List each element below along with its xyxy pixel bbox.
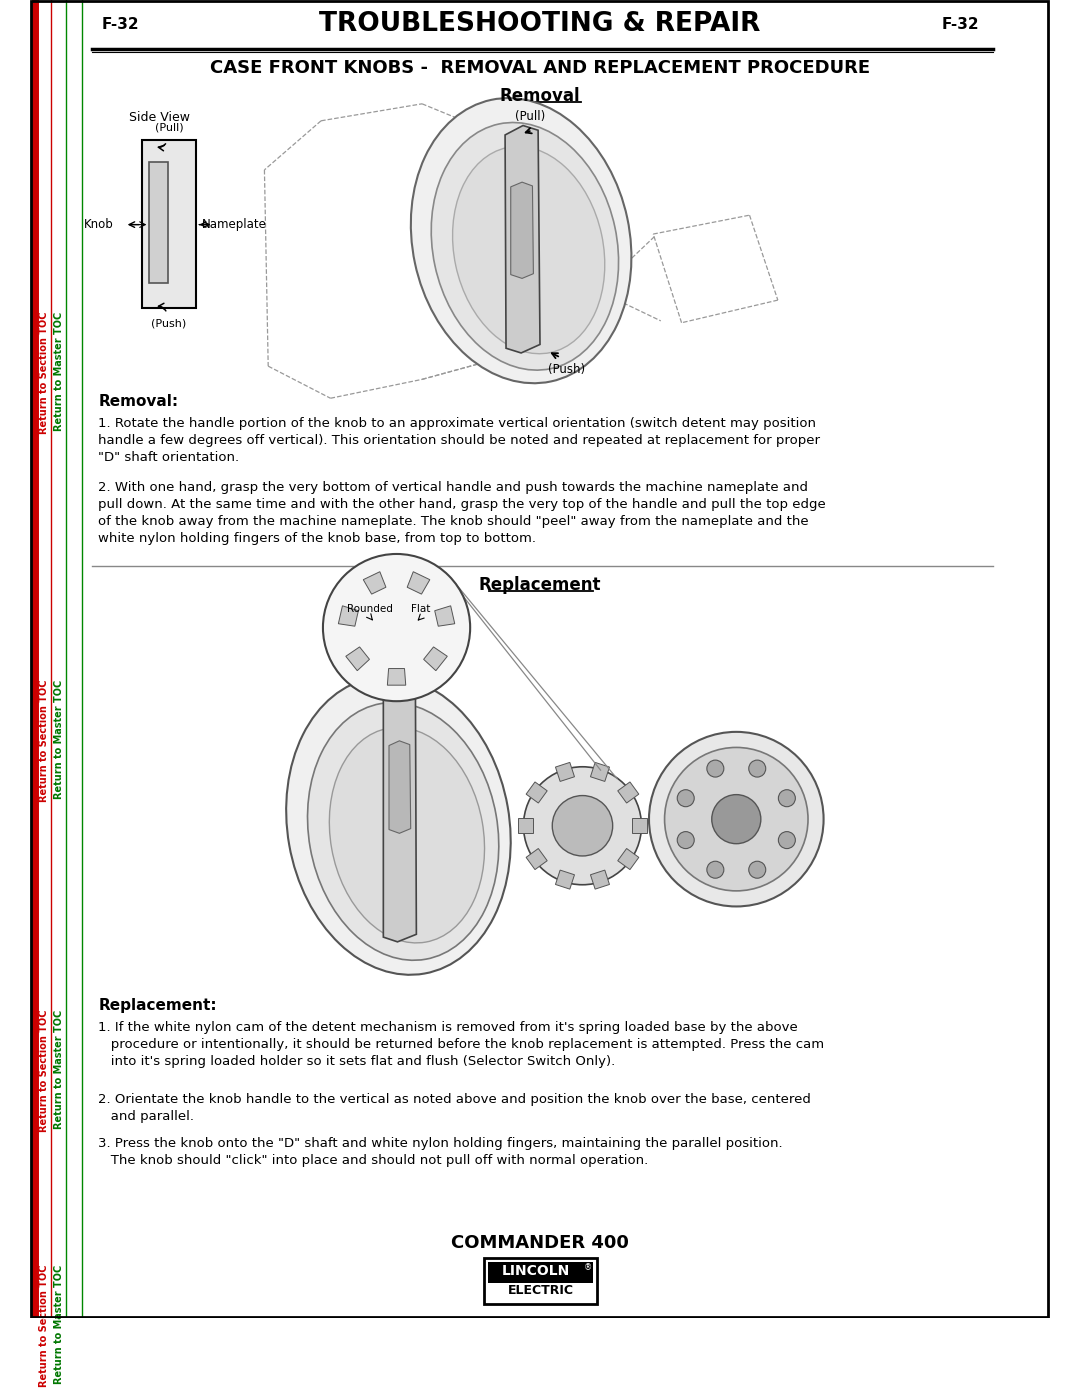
Text: Removal: Removal [500,87,580,105]
Text: Side View: Side View [130,112,190,124]
Text: Replacement:: Replacement: [98,999,217,1013]
Text: Return to Master TOC: Return to Master TOC [54,1010,64,1129]
Ellipse shape [431,123,619,370]
Text: Return to Section TOC: Return to Section TOC [39,312,49,434]
FancyBboxPatch shape [484,1257,596,1305]
Ellipse shape [329,728,485,943]
Circle shape [552,795,612,856]
Polygon shape [591,870,609,888]
Ellipse shape [308,703,499,960]
Circle shape [706,861,724,879]
Circle shape [712,795,760,844]
Polygon shape [338,606,359,626]
Polygon shape [518,819,534,834]
Polygon shape [407,571,430,594]
Text: Return to Section TOC: Return to Section TOC [39,679,49,802]
Text: Removal:: Removal: [98,394,178,409]
Text: F-32: F-32 [941,17,978,32]
Polygon shape [505,126,540,353]
Text: Replacement: Replacement [478,576,602,594]
Text: 1. If the white nylon cam of the detent mechanism is removed from it's spring lo: 1. If the white nylon cam of the detent … [98,1021,824,1069]
Polygon shape [591,763,609,781]
Polygon shape [618,848,639,869]
Text: 2. With one hand, grasp the very bottom of vertical handle and push towards the : 2. With one hand, grasp the very bottom … [98,482,826,545]
Polygon shape [388,669,406,685]
Text: CASE FRONT KNOBS -  REMOVAL AND REPLACEMENT PROCEDURE: CASE FRONT KNOBS - REMOVAL AND REPLACEME… [210,59,870,77]
Text: Rounded: Rounded [347,604,393,613]
Ellipse shape [664,747,808,891]
Text: Return to Master TOC: Return to Master TOC [54,312,64,430]
Circle shape [779,789,795,806]
Polygon shape [435,606,455,626]
Text: Return to Section TOC: Return to Section TOC [39,1264,49,1387]
Text: 1. Rotate the handle portion of the knob to an approximate vertical orientation : 1. Rotate the handle portion of the knob… [98,418,821,464]
Text: COMMANDER 400: COMMANDER 400 [451,1235,629,1252]
Circle shape [748,861,766,879]
Polygon shape [511,182,534,278]
Polygon shape [389,740,410,834]
FancyBboxPatch shape [141,140,197,307]
Polygon shape [383,685,417,942]
Ellipse shape [649,732,824,907]
Polygon shape [555,763,575,781]
Polygon shape [423,647,447,671]
Circle shape [677,831,694,848]
Text: ELECTRIC: ELECTRIC [508,1284,573,1296]
Text: TROUBLESHOOTING & REPAIR: TROUBLESHOOTING & REPAIR [320,11,760,38]
Polygon shape [555,870,575,888]
Ellipse shape [286,676,511,975]
Text: Return to Master TOC: Return to Master TOC [54,679,64,799]
Text: Flat: Flat [411,604,431,613]
Text: LINCOLN: LINCOLN [501,1264,570,1278]
Circle shape [748,760,766,777]
Polygon shape [363,571,386,594]
Text: (Pull): (Pull) [515,110,545,123]
Text: 3. Press the knob onto the "D" shaft and white nylon holding fingers, maintainin: 3. Press the knob onto the "D" shaft and… [98,1137,783,1168]
Polygon shape [618,782,639,803]
Circle shape [779,831,795,848]
Ellipse shape [410,98,632,383]
Ellipse shape [453,147,605,353]
FancyBboxPatch shape [149,162,168,284]
Text: (Pull): (Pull) [154,122,184,133]
Polygon shape [526,782,548,803]
Ellipse shape [524,767,642,884]
Text: 2. Orientate the knob handle to the vertical as noted above and position the kno: 2. Orientate the knob handle to the vert… [98,1092,811,1123]
Text: Return to Master TOC: Return to Master TOC [54,1264,64,1384]
Polygon shape [632,819,647,834]
Text: Return to Section TOC: Return to Section TOC [39,1010,49,1133]
FancyBboxPatch shape [488,1261,593,1282]
Circle shape [706,760,724,777]
Text: Knob: Knob [83,218,113,231]
Text: (Push): (Push) [151,319,187,328]
Polygon shape [346,647,369,671]
Circle shape [677,789,694,806]
Text: F-32: F-32 [102,17,139,32]
Text: ®: ® [583,1263,592,1271]
Text: (Push): (Push) [548,363,585,376]
Circle shape [323,555,470,701]
Text: Nameplate: Nameplate [202,218,267,231]
Polygon shape [526,848,548,869]
